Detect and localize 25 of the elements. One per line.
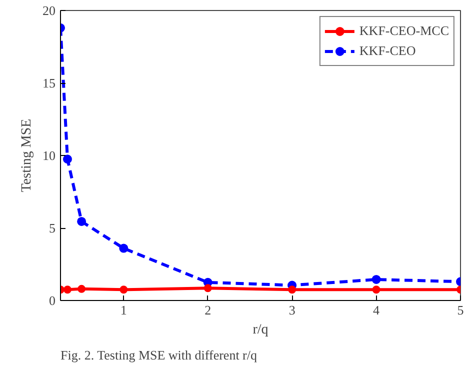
y-tick-label: 20 — [42, 3, 56, 18]
x-tick-label: 4 — [373, 302, 380, 318]
y-axis-title: Testing MSE — [20, 118, 34, 192]
caption: Fig. 2. Testing MSE with different r/q — [60, 348, 258, 362]
point — [372, 286, 380, 294]
point — [120, 286, 128, 294]
x-axis-title: r/q — [252, 322, 268, 338]
legend-label: KKF-CEO — [359, 43, 416, 59]
point — [372, 274, 381, 284]
legend-label: KKF-CEO-MCC — [359, 23, 449, 39]
y-tick-label: 0 — [49, 293, 56, 308]
point — [288, 286, 296, 294]
point — [77, 216, 86, 226]
point — [119, 244, 128, 253]
x-tick-label: 5 — [457, 302, 464, 318]
y-tick-label: 15 — [42, 76, 56, 90]
point — [62, 154, 72, 164]
y-tick-label: 5 — [49, 220, 56, 236]
x-tick-label: 3 — [288, 302, 296, 318]
point — [63, 286, 72, 294]
x-tick-label: 2 — [204, 302, 212, 318]
point — [78, 284, 86, 293]
y-tick-label: 10 — [42, 148, 56, 163]
point — [204, 284, 212, 292]
x-tick-label: 1 — [120, 302, 127, 318]
